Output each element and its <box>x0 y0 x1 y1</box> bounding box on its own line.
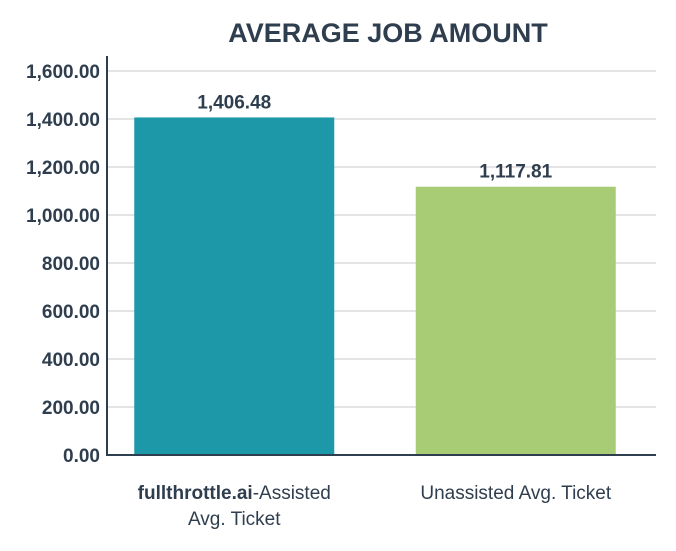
x-category-label-segment: Avg. Ticket <box>188 509 281 530</box>
x-axis-categories: fullthrottle.ai-Assisted Avg. Ticket Unass… <box>138 483 612 530</box>
bars <box>134 117 616 456</box>
y-tick-label: 1,400.00 <box>26 110 100 131</box>
data-label: 1,406.48 <box>197 92 271 113</box>
y-tick-label: 1,200.00 <box>26 158 100 179</box>
y-tick-label: 1,000.00 <box>26 206 100 227</box>
x-category-label-segment: fullthrottle.ai <box>138 483 253 504</box>
y-tick-label: 200.00 <box>42 398 100 419</box>
data-label: 1,117.81 <box>479 162 552 183</box>
chart-title: AVERAGE JOB AMOUNT <box>228 18 548 48</box>
y-tick-label: 600.00 <box>42 302 100 323</box>
y-tick-label: 800.00 <box>42 254 100 275</box>
bar <box>415 186 616 456</box>
x-category-label: Avg. Ticket <box>188 509 281 530</box>
x-category-label-segment: -Assisted <box>253 483 331 504</box>
bar <box>134 117 335 456</box>
y-tick-label: 1,600.00 <box>26 62 100 83</box>
y-tick-label: 400.00 <box>42 350 100 371</box>
x-category-label: fullthrottle.ai-Assisted <box>138 483 331 504</box>
y-axis-ticks: 0.00 200.00 400.00 600.00 800.00 1,000.00 1,20… <box>26 62 100 467</box>
x-category-label-segment: Unassisted Avg. Ticket <box>420 483 612 504</box>
axes <box>106 56 656 456</box>
data-labels: 1,406.48 1,117.81 <box>197 92 552 182</box>
x-category-label: Unassisted Avg. Ticket <box>420 483 612 504</box>
y-tick-label: 0.00 <box>63 446 100 467</box>
